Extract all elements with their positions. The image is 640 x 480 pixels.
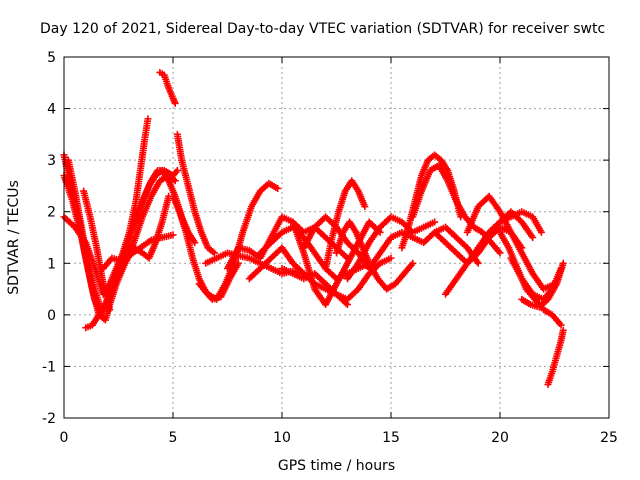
data-point (559, 259, 567, 267)
x-tick-label: 0 (60, 430, 69, 446)
data-point (557, 321, 565, 329)
x-tick-label: 15 (382, 430, 400, 446)
x-tick-label: 20 (491, 430, 509, 446)
series-t17 (322, 177, 369, 272)
data-point (361, 203, 369, 211)
gridlines (64, 57, 609, 418)
y-tick-label: 1 (47, 256, 56, 272)
series-t32 (132, 166, 199, 247)
chart-title: Day 120 of 2021, Sidereal Day-to-day VTE… (40, 21, 605, 37)
x-tick-label: 25 (600, 430, 618, 446)
series-t5 (80, 187, 114, 314)
data-point (144, 115, 152, 123)
series-t6 (99, 231, 177, 272)
series-t8 (173, 130, 218, 257)
data-point (537, 228, 545, 236)
plot-frame (63, 56, 610, 419)
series-t31 (64, 156, 105, 314)
data-point (171, 99, 179, 107)
data-point (274, 185, 282, 193)
data-point (191, 239, 199, 247)
x-tick-label: 5 (169, 430, 178, 446)
series-t29 (518, 259, 567, 311)
data-point (559, 326, 567, 334)
x-axis-label: GPS time / hours (278, 458, 395, 474)
data-point (106, 306, 114, 314)
data-point (387, 254, 395, 262)
data-point (474, 259, 482, 267)
y-tick-label: 4 (47, 102, 56, 118)
data-point (173, 166, 181, 174)
data-markers (60, 68, 567, 388)
series-t7 (156, 68, 179, 107)
data-point (97, 306, 105, 314)
series-t19 (343, 213, 439, 283)
data-point (431, 218, 439, 226)
y-tick-label: 0 (47, 308, 56, 324)
y-tick-label: 5 (47, 50, 56, 66)
series-t30 (544, 326, 567, 388)
series-t26 (485, 208, 545, 236)
data-point (376, 228, 384, 236)
data-point (171, 177, 179, 185)
y-tick-label: -1 (42, 359, 56, 375)
series-t25 (463, 192, 558, 293)
y-tick-label: 2 (47, 205, 56, 221)
series-t33 (289, 218, 384, 309)
x-tick-label: 10 (273, 430, 291, 446)
series-t22 (409, 161, 504, 257)
data-point (169, 231, 177, 239)
data-point (496, 249, 504, 257)
y-tick-label: -2 (42, 411, 56, 427)
y-tick-label: 3 (47, 153, 56, 169)
y-axis-label: SDTVAR / TECUs (6, 180, 22, 295)
data-point (409, 259, 417, 267)
series-t2 (60, 166, 181, 319)
data-point (210, 249, 218, 257)
series-t12 (224, 213, 351, 272)
data-point (529, 234, 537, 241)
